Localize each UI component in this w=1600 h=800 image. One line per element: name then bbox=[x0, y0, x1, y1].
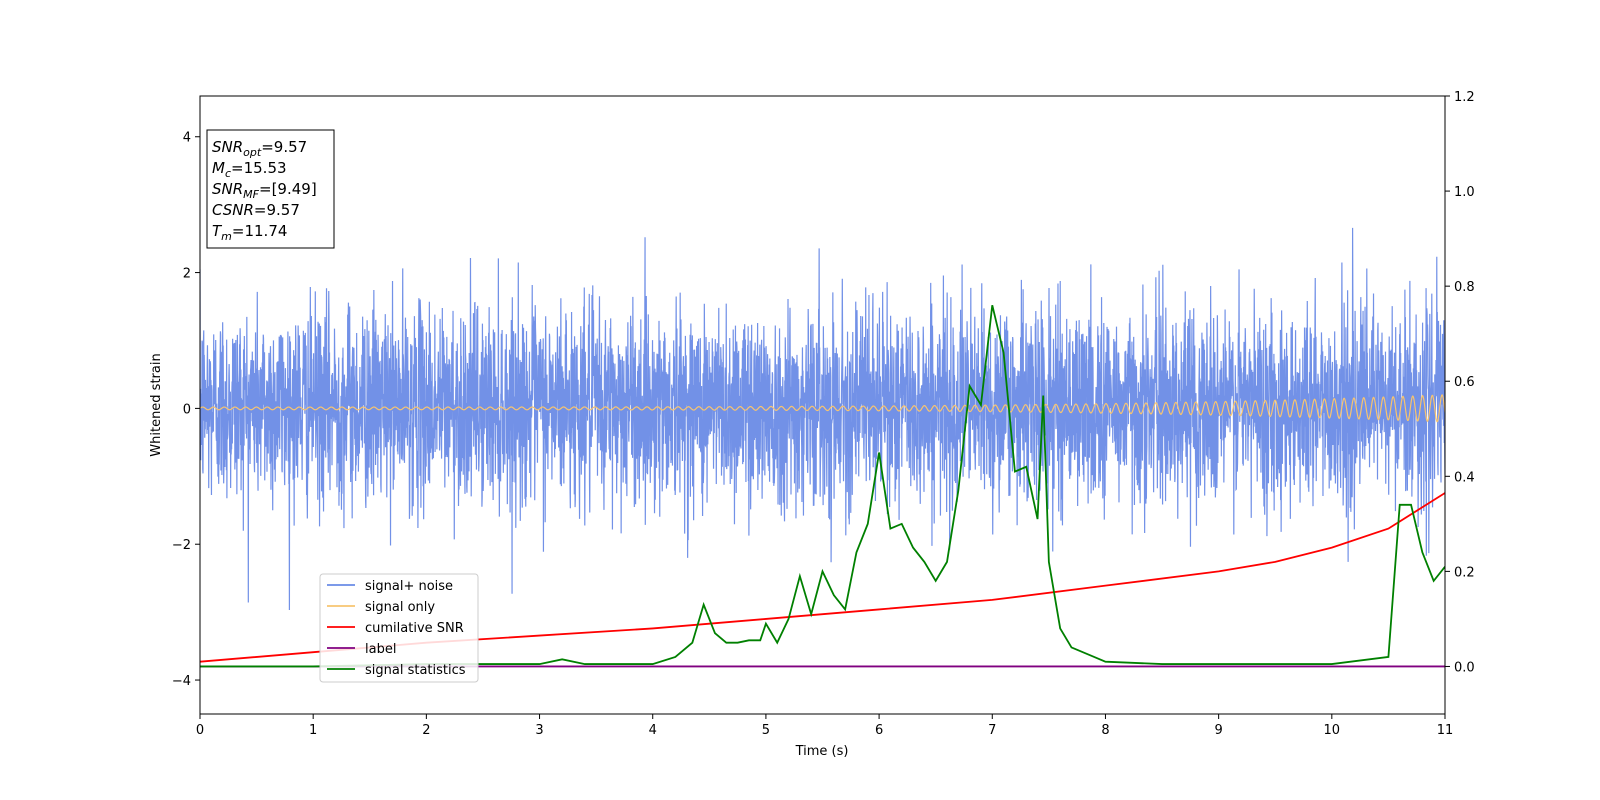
y2-tick-label: 1.0 bbox=[1454, 185, 1475, 200]
x-tick-label: 6 bbox=[875, 723, 883, 738]
x-tick-label: 3 bbox=[535, 723, 543, 738]
legend-label: label bbox=[365, 642, 396, 657]
y2-tick-label: 1.2 bbox=[1454, 90, 1475, 105]
x-axis: 0 1 2 3 4 5 6 7 8 9 10 11 bbox=[196, 714, 1453, 738]
y2-tick-label: 0.8 bbox=[1454, 280, 1475, 295]
series-signal-noise-line bbox=[200, 227, 1445, 611]
x-tick-label: 1 bbox=[309, 723, 317, 738]
x-tick-label: 11 bbox=[1437, 723, 1454, 738]
x-tick-label: 4 bbox=[649, 723, 657, 738]
y-tick-label: −4 bbox=[172, 674, 191, 689]
series-signal-statistics-line bbox=[200, 304, 1445, 668]
x-axis-label: Time (s) bbox=[795, 744, 849, 759]
y-axis-left: −4 −2 0 2 4 bbox=[172, 131, 200, 689]
axes-frame bbox=[199, 95, 1446, 715]
y2-tick-label: 0.4 bbox=[1454, 470, 1475, 485]
y2-tick-label: 0.0 bbox=[1454, 660, 1475, 675]
legend-label: cumilative SNR bbox=[365, 621, 464, 636]
series-signal-only-line bbox=[200, 394, 1445, 423]
info-box-line: SNRMF=[9.49] bbox=[212, 180, 317, 201]
legend-label: signal+ noise bbox=[365, 579, 453, 594]
y2-tick-label: 0.6 bbox=[1454, 375, 1475, 390]
info-box-line: Tm=11.74 bbox=[212, 222, 287, 243]
x-tick-label: 2 bbox=[422, 723, 430, 738]
y-axis-right: 0.0 0.2 0.4 0.6 0.8 1.0 1.2 bbox=[1445, 90, 1475, 675]
info-box-frame bbox=[206, 129, 335, 249]
x-tick-label: 5 bbox=[762, 723, 770, 738]
info-box-line: SNRopt=9.57 bbox=[212, 138, 307, 159]
info-box: SNRopt=9.57Mc=15.53SNRMF=[9.49]CSNR=9.57… bbox=[206, 129, 335, 249]
y2-tick-label: 0.2 bbox=[1454, 565, 1475, 580]
info-box-line: CSNR=9.57 bbox=[212, 201, 300, 219]
legend: signal+ noise signal only cumilative SNR la… bbox=[319, 573, 479, 683]
y-tick-label: −2 bbox=[172, 538, 191, 553]
x-tick-label: 10 bbox=[1324, 723, 1341, 738]
x-tick-label: 9 bbox=[1214, 723, 1222, 738]
legend-frame bbox=[319, 573, 479, 683]
y-tick-label: 4 bbox=[183, 131, 191, 146]
legend-label: signal statistics bbox=[365, 663, 466, 678]
legend-label: signal only bbox=[365, 600, 435, 615]
y-tick-label: 0 bbox=[183, 402, 191, 417]
y-tick-label: 2 bbox=[183, 267, 191, 282]
x-tick-label: 0 bbox=[196, 723, 204, 738]
info-box-line: Mc=15.53 bbox=[212, 159, 287, 180]
y-axis-label: Whitened strain bbox=[149, 353, 164, 456]
x-tick-label: 7 bbox=[988, 723, 996, 738]
x-tick-label: 8 bbox=[1101, 723, 1109, 738]
